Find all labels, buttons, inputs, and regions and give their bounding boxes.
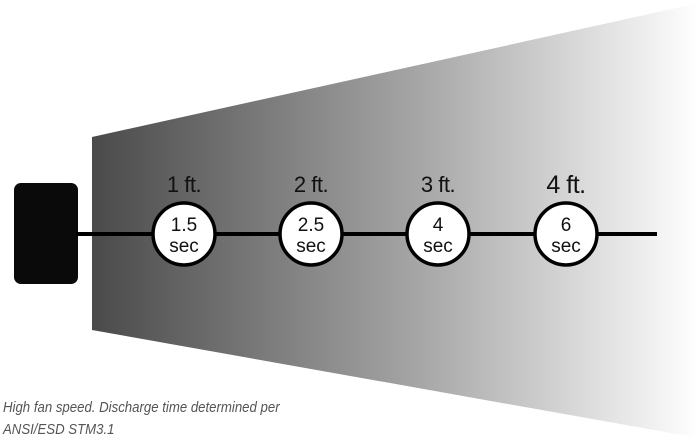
discharge-time-circle	[405, 201, 471, 267]
discharge-time-circle	[533, 201, 599, 267]
discharge-time-unit: sec	[551, 236, 581, 257]
discharge-time-circle	[278, 201, 344, 267]
discharge-time-unit: sec	[423, 236, 453, 257]
discharge-time-value: 6	[561, 215, 572, 236]
distance-label: 1 ft.	[167, 172, 201, 197]
airflow-cone	[92, 3, 699, 438]
caption: High fan speed. Discharge time determine…	[3, 399, 280, 438]
distance-label: 3 ft.	[421, 172, 455, 197]
discharge-time-value: 2.5	[298, 215, 324, 236]
discharge-time-unit: sec	[169, 236, 199, 257]
ionizer-fan-unit	[14, 183, 78, 284]
discharge-time-value: 1.5	[171, 215, 197, 236]
distance-label: 4 ft.	[546, 171, 585, 199]
discharge-time-unit: sec	[296, 236, 326, 257]
discharge-time-value: 4	[433, 215, 444, 236]
discharge-time-circle	[151, 201, 217, 267]
distance-label: 2 ft.	[294, 172, 328, 197]
